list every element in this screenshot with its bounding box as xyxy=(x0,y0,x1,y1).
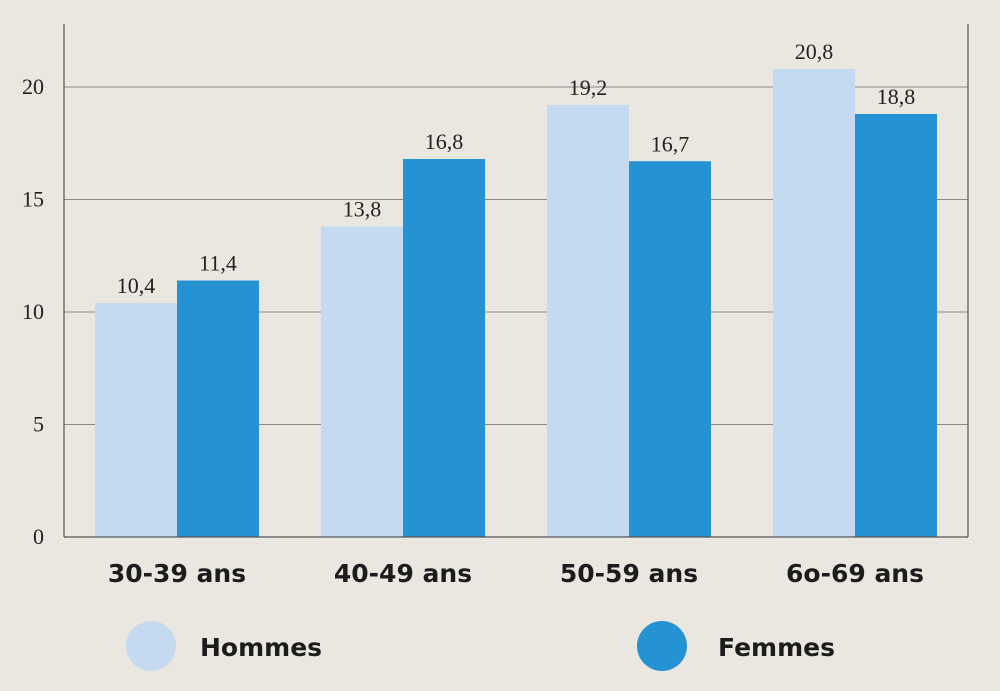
axes xyxy=(63,24,969,538)
y-tick-label: 5 xyxy=(33,412,44,437)
data-labels: 10,4 11,4 13,8 16,8 19,2 16,7 20,8 18,8 xyxy=(117,39,916,298)
x-category-label: 50-59 ans xyxy=(560,559,698,588)
data-label: 16,8 xyxy=(425,129,464,154)
y-tick-label: 20 xyxy=(22,74,44,99)
data-label: 20,8 xyxy=(795,39,834,64)
x-axis-categories: 30-39 ans 40-49 ans 50-59 ans 6o-69 ans xyxy=(108,559,924,588)
y-tick-label: 0 xyxy=(33,524,44,549)
data-label: 16,7 xyxy=(651,131,690,156)
bar-femmes-1 xyxy=(403,159,485,537)
x-category-label: 40-49 ans xyxy=(334,559,472,588)
bar-hommes-0 xyxy=(95,303,177,537)
bar-femmes-2 xyxy=(629,161,711,537)
data-label: 18,8 xyxy=(877,84,916,109)
y-tick-label: 15 xyxy=(22,187,44,212)
bar-femmes-0 xyxy=(177,280,259,537)
legend-label-hommes: Hommes xyxy=(200,633,322,662)
y-tick-label: 10 xyxy=(22,299,44,324)
legend-swatch-hommes xyxy=(126,621,176,671)
legend-swatch-femmes xyxy=(637,621,687,671)
x-category-label: 6o-69 ans xyxy=(786,559,924,588)
data-label: 11,4 xyxy=(199,251,237,276)
bar-femmes-3 xyxy=(855,114,937,537)
bar-hommes-2 xyxy=(547,105,629,537)
bar-hommes-1 xyxy=(321,226,403,537)
y-axis-ticks: 0 5 10 15 20 xyxy=(22,74,44,549)
legend-label-femmes: Femmes xyxy=(718,633,835,662)
bars xyxy=(95,69,937,537)
legend: Hommes Femmes xyxy=(126,621,835,671)
data-label: 13,8 xyxy=(343,197,382,222)
data-label: 19,2 xyxy=(569,75,608,100)
data-label: 10,4 xyxy=(117,273,156,298)
x-category-label: 30-39 ans xyxy=(108,559,246,588)
bar-hommes-3 xyxy=(773,69,855,537)
